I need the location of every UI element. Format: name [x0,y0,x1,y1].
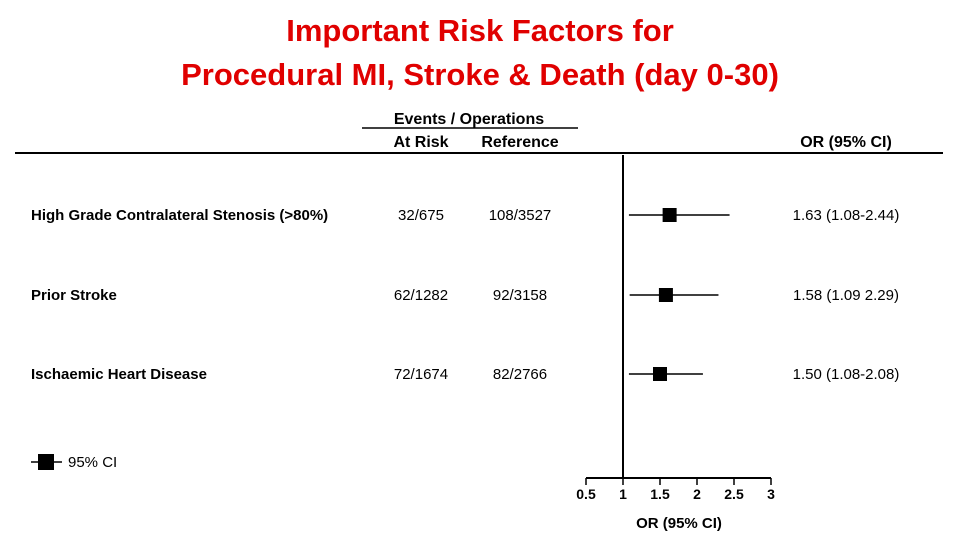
row-at-risk: 72/1674 [394,366,448,383]
x-tick-label: 0.5 [576,486,596,502]
legend-label: 95% CI [68,454,117,471]
row-or-ci: 1.63 (1.08-2.44) [793,207,900,224]
point-estimate [662,208,677,222]
point-estimate [653,367,667,381]
chart-title-line-2: Procedural MI, Stroke & Death (day 0-30) [181,57,779,92]
row-or-ci: 1.50 (1.08-2.08) [793,366,900,383]
row-reference: 92/3158 [493,287,547,304]
table-row: Prior Stroke 62/1282 92/3158 1.58 (1.09 2.2… [31,287,899,304]
x-tick-label: 3 [767,486,775,502]
row-label: Ischaemic Heart Disease [31,366,207,383]
header-events-operations: Events / Operations [394,111,544,128]
x-tick-label: 1 [619,486,627,502]
table-rows: High Grade Contralateral Stenosis (>80%)… [31,207,899,383]
row-reference: 108/3527 [489,207,552,224]
header-or-ci: OR (95% CI) [800,134,892,151]
header-reference: Reference [481,134,558,151]
row-reference: 82/2766 [493,366,547,383]
forest-marks [628,208,730,381]
x-axis-label: OR (95% CI) [636,515,722,532]
row-at-risk: 32/675 [398,207,444,224]
row-at-risk: 62/1282 [394,287,448,304]
x-tick-label: 2.5 [724,486,744,502]
x-tick-label: 1.5 [650,486,670,502]
point-estimate [658,288,673,302]
legend: 95% CI [31,454,117,471]
row-label: Prior Stroke [31,287,117,304]
chart-title-line-1: Important Risk Factors for [286,13,674,48]
x-tick-label: 2 [693,486,701,502]
table-row: Ischaemic Heart Disease 72/1674 82/2766 1.5… [31,366,899,383]
row-or-ci: 1.58 (1.09 2.29) [793,287,899,304]
row-label: High Grade Contralateral Stenosis (>80%) [31,207,328,224]
table-row: High Grade Contralateral Stenosis (>80%)… [31,207,899,224]
legend-marker [38,454,54,470]
header-at-risk: At Risk [393,134,448,151]
x-axis: 0.5 1 1.5 2 2.5 3 [576,477,775,502]
